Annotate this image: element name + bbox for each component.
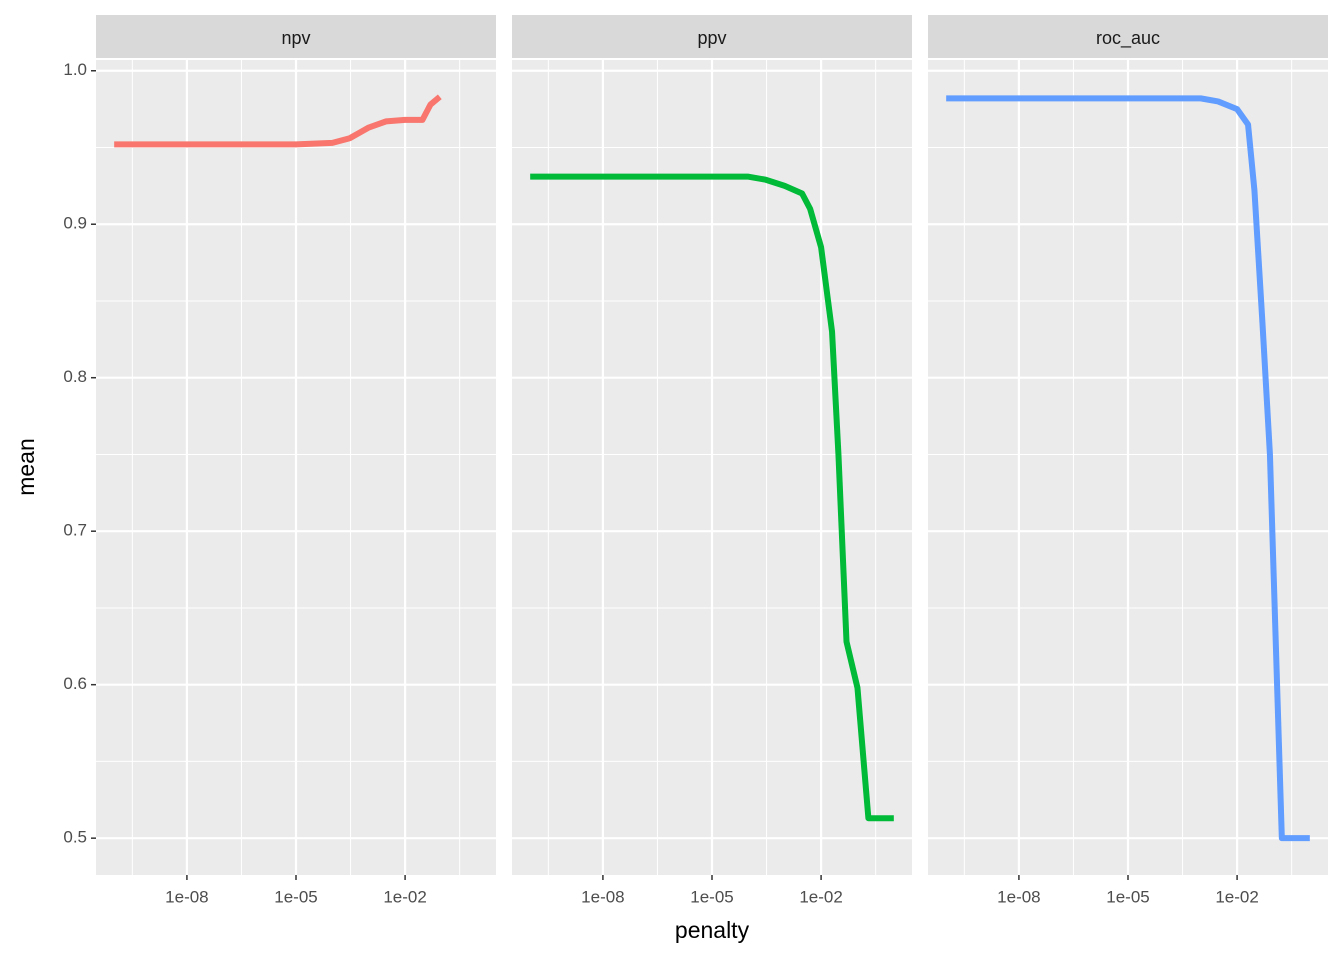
x-tick-label: 1e-08 [581,887,624,906]
x-tick-label: 1e-08 [165,887,208,906]
x-tick-label: 1e-02 [1215,887,1258,906]
x-axis-label: penalty [675,917,750,943]
x-tick-label: 1e-02 [799,887,842,906]
y-tick-label: 0.8 [63,367,87,386]
x-tick-label: 1e-02 [383,887,426,906]
y-tick-label: 0.7 [63,521,87,540]
strip-label: npv [281,28,310,48]
x-tick-label: 1e-05 [1106,887,1149,906]
y-tick-label: 0.9 [63,214,87,233]
strip-label: roc_auc [1096,28,1160,49]
strip-background [512,15,912,58]
strip-background [96,15,496,58]
strip-label: ppv [697,28,726,48]
strip-background [928,15,1328,58]
y-tick-label: 1.0 [63,60,87,79]
y-tick-label: 0.6 [63,674,87,693]
x-tick-label: 1e-05 [274,887,317,906]
line [946,95,1310,842]
line [114,94,442,148]
line [530,173,894,822]
y-tick-label: 0.5 [63,828,87,847]
x-tick-label: 1e-05 [690,887,733,906]
x-tick-label: 1e-08 [997,887,1040,906]
y-axis-label: mean [13,438,39,496]
